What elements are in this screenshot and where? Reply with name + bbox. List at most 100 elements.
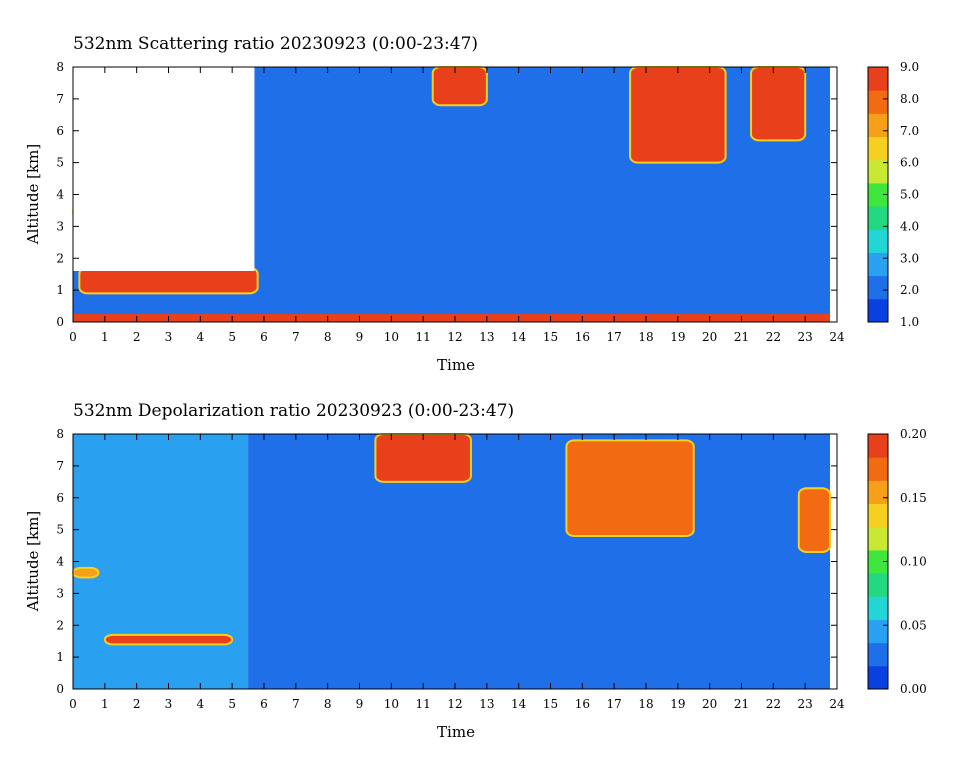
colorbar-swatch bbox=[868, 526, 888, 551]
y-tick-label: 2 bbox=[56, 251, 64, 265]
y-tick-label: 7 bbox=[56, 92, 64, 106]
y-tick-label: 8 bbox=[56, 427, 64, 441]
x-tick-label: 16 bbox=[575, 697, 590, 711]
x-tick-label: 1 bbox=[101, 330, 109, 344]
x-tick-label: 22 bbox=[766, 697, 781, 711]
layer-region bbox=[72, 566, 100, 579]
x-tick-label: 6 bbox=[260, 330, 268, 344]
x-tick-label: 7 bbox=[292, 330, 300, 344]
colorbar-tick-label: 6.0 bbox=[900, 156, 919, 170]
cloud-top-region bbox=[431, 66, 488, 107]
colorbar-tick-label: 9.0 bbox=[900, 60, 919, 74]
colorbar-swatch bbox=[868, 206, 888, 230]
colorbar-tick-label: 0.00 bbox=[900, 682, 927, 696]
y-tick-label: 4 bbox=[56, 555, 64, 569]
x-tick-label: 21 bbox=[734, 697, 749, 711]
colorbar-tick-label: 4.0 bbox=[900, 219, 919, 233]
cloud-top-region bbox=[750, 66, 807, 142]
surface-band-region bbox=[73, 314, 830, 322]
x-tick-label: 6 bbox=[260, 697, 268, 711]
scattering-ylabel: Altitude [km] bbox=[24, 144, 42, 245]
x-tick-label: 22 bbox=[766, 330, 781, 344]
background-region bbox=[73, 434, 249, 689]
scattering-colorbar: 1.0 2.0 3.0 4.0 5.0 6.0 7.0 8.0 9.0 bbox=[867, 60, 919, 329]
colorbar-tick-label: 0.15 bbox=[900, 491, 927, 505]
y-tick-label: 6 bbox=[56, 124, 64, 138]
x-tick-label: 23 bbox=[798, 330, 813, 344]
colorbar-tick-label: 0.05 bbox=[900, 618, 927, 632]
x-tick-label: 5 bbox=[228, 697, 236, 711]
y-tick-label: 2 bbox=[56, 618, 64, 632]
x-tick-label: 14 bbox=[511, 697, 527, 711]
x-tick-label: 24 bbox=[829, 697, 845, 711]
depolarization-colorbar: 0.00 0.05 0.10 0.15 0.20 bbox=[867, 427, 927, 696]
cloud-region bbox=[797, 487, 831, 553]
y-tick-label: 3 bbox=[56, 219, 64, 233]
colorbar-swatch bbox=[868, 665, 888, 690]
x-tick-label: 24 bbox=[829, 330, 845, 344]
x-tick-label: 7 bbox=[292, 697, 300, 711]
colorbar-tick-label: 1.0 bbox=[900, 315, 919, 329]
colorbar-tick-label: 8.0 bbox=[900, 92, 919, 106]
clear-sky-region bbox=[73, 67, 255, 271]
colorbar-tick-label: 5.0 bbox=[900, 188, 919, 202]
x-tick-label: 9 bbox=[356, 330, 364, 344]
colorbar-swatch bbox=[868, 159, 888, 184]
colorbar-swatch bbox=[868, 457, 888, 481]
y-tick-label: 3 bbox=[56, 586, 64, 600]
cloud-region bbox=[78, 266, 259, 295]
x-tick-label: 3 bbox=[165, 330, 173, 344]
x-tick-label: 8 bbox=[324, 330, 332, 344]
colorbar-swatch bbox=[868, 67, 888, 91]
y-tick-label: 1 bbox=[56, 650, 64, 664]
y-tick-label: 4 bbox=[56, 188, 64, 202]
x-tick-label: 16 bbox=[575, 330, 590, 344]
x-tick-label: 18 bbox=[638, 330, 653, 344]
x-tick-label: 11 bbox=[416, 697, 431, 711]
depolarization-title: 532nm Depolarization ratio 20230923 (0:0… bbox=[73, 401, 514, 421]
colorbar-swatch bbox=[868, 480, 888, 505]
cloud-top-region bbox=[629, 66, 727, 164]
y-tick-label: 6 bbox=[56, 491, 64, 505]
x-tick-label: 8 bbox=[324, 697, 332, 711]
colorbar-swatch bbox=[868, 113, 888, 138]
colorbar-tick-label: 2.0 bbox=[900, 283, 919, 297]
depolarization-ylabel: Altitude [km] bbox=[24, 511, 42, 612]
x-tick-label: 18 bbox=[638, 697, 653, 711]
depolarization-axis-ticks: 0 1 2 3 4 5 6 7 8 9 10 11 12 13 14 15 16 17 18 19 20 21 22 23 24… bbox=[56, 427, 845, 711]
colorbar-swatch bbox=[868, 642, 888, 667]
colorbar-tick-label: 0.10 bbox=[900, 555, 927, 569]
background-region bbox=[248, 434, 830, 689]
x-tick-label: 21 bbox=[734, 330, 749, 344]
y-tick-label: 1 bbox=[56, 283, 64, 297]
x-tick-label: 17 bbox=[607, 330, 622, 344]
colorbar-swatch bbox=[868, 229, 888, 253]
colorbar-swatch bbox=[868, 182, 888, 207]
x-tick-label: 11 bbox=[416, 330, 431, 344]
x-tick-label: 23 bbox=[798, 697, 813, 711]
x-tick-label: 3 bbox=[165, 697, 173, 711]
y-tick-label: 0 bbox=[56, 315, 64, 329]
x-tick-label: 10 bbox=[384, 330, 399, 344]
x-tick-label: 15 bbox=[543, 330, 558, 344]
x-tick-label: 10 bbox=[384, 697, 399, 711]
layer-region bbox=[103, 633, 234, 646]
colorbar-swatch bbox=[868, 573, 888, 597]
x-tick-label: 0 bbox=[69, 330, 77, 344]
x-tick-label: 13 bbox=[479, 330, 494, 344]
cloud-region bbox=[374, 433, 472, 483]
colorbar-swatch bbox=[868, 503, 888, 528]
y-tick-label: 5 bbox=[56, 156, 64, 170]
x-tick-label: 1 bbox=[101, 697, 109, 711]
colorbar-tick-label: 3.0 bbox=[900, 251, 919, 265]
depolarization-xlabel: Time bbox=[437, 723, 475, 741]
scattering-title: 532nm Scattering ratio 20230923 (0:00-23… bbox=[73, 34, 478, 54]
scattering-ratio-panel: 532nm Scattering ratio 20230923 (0:00-23… bbox=[24, 34, 919, 374]
colorbar-swatch bbox=[868, 619, 888, 644]
colorbar-swatch bbox=[868, 298, 888, 323]
colorbar-tick-label: 0.20 bbox=[900, 427, 927, 441]
x-tick-label: 15 bbox=[543, 697, 558, 711]
x-tick-label: 19 bbox=[670, 330, 685, 344]
x-tick-label: 12 bbox=[447, 697, 462, 711]
